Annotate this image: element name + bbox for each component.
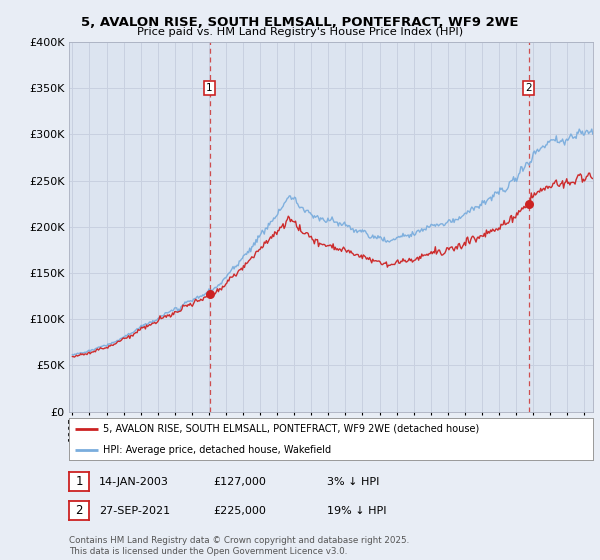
Text: 14-JAN-2003: 14-JAN-2003 (99, 477, 169, 487)
Text: £225,000: £225,000 (213, 506, 266, 516)
Text: Price paid vs. HM Land Registry's House Price Index (HPI): Price paid vs. HM Land Registry's House … (137, 27, 463, 37)
Text: £127,000: £127,000 (213, 477, 266, 487)
Text: 19% ↓ HPI: 19% ↓ HPI (327, 506, 386, 516)
Text: Contains HM Land Registry data © Crown copyright and database right 2025.
This d: Contains HM Land Registry data © Crown c… (69, 536, 409, 556)
Text: 27-SEP-2021: 27-SEP-2021 (99, 506, 170, 516)
Text: 1: 1 (76, 475, 83, 488)
Text: 5, AVALON RISE, SOUTH ELMSALL, PONTEFRACT, WF9 2WE (detached house): 5, AVALON RISE, SOUTH ELMSALL, PONTEFRAC… (103, 424, 479, 434)
Text: 5, AVALON RISE, SOUTH ELMSALL, PONTEFRACT, WF9 2WE: 5, AVALON RISE, SOUTH ELMSALL, PONTEFRAC… (81, 16, 519, 29)
Text: 2: 2 (526, 83, 532, 93)
Text: 1: 1 (206, 83, 213, 93)
Text: HPI: Average price, detached house, Wakefield: HPI: Average price, detached house, Wake… (103, 445, 331, 455)
Text: 2: 2 (76, 504, 83, 517)
Text: 3% ↓ HPI: 3% ↓ HPI (327, 477, 379, 487)
